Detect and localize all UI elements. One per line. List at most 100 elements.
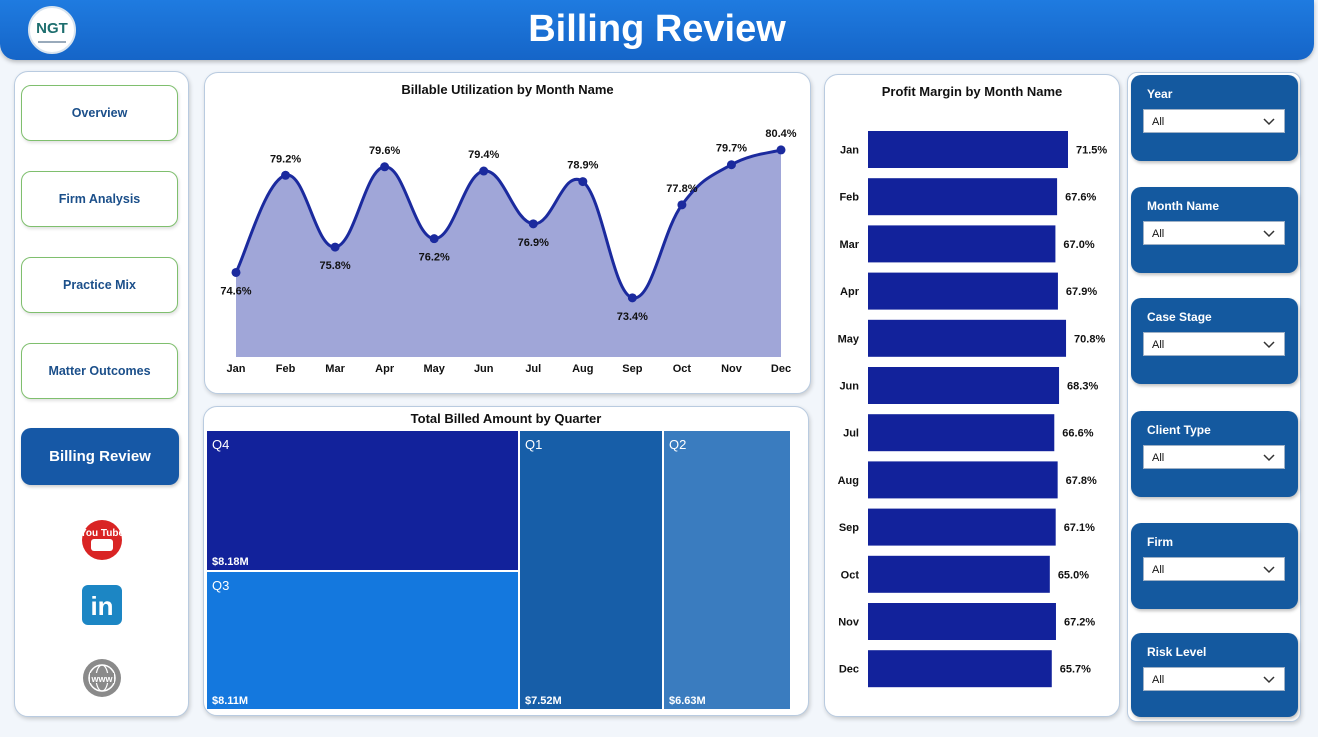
utilization-data-point[interactable] (776, 145, 786, 155)
utilization-data-label: 78.9% (567, 160, 598, 172)
profit-margin-category-label: Aug (838, 475, 859, 487)
profit-margin-bar[interactable] (868, 367, 1060, 404)
slicer-month-name-dropdown[interactable]: All (1143, 221, 1285, 245)
treemap-value-q3: $8.11M (212, 695, 249, 707)
page-title: Billing Review (528, 8, 786, 50)
slicer-risk-level-dropdown[interactable]: All (1143, 667, 1285, 691)
treemap-cell-q3[interactable]: Q3 $8.11M (207, 572, 518, 709)
slicer-firm-dropdown[interactable]: All (1143, 557, 1285, 581)
treemap-label-q3: Q3 (212, 578, 230, 593)
chevron-down-icon (1263, 454, 1275, 462)
utilization-data-point[interactable] (479, 166, 489, 176)
website-icon[interactable]: www (82, 658, 122, 698)
nav-practice-mix-button[interactable]: Practice Mix (21, 257, 178, 313)
nav-billing-review-button[interactable]: Billing Review (21, 428, 179, 485)
treemap-label-q2: Q2 (669, 437, 687, 452)
profit-margin-category-label: Jun (839, 381, 859, 393)
profit-margin-bar[interactable] (868, 555, 1050, 593)
profit-margin-category-label: Sep (839, 522, 859, 534)
profit-margin-category-label: Nov (838, 617, 860, 629)
slicer-firm: Firm All (1131, 523, 1298, 609)
profit-margin-data-label: 67.6% (1065, 192, 1096, 204)
utilization-data-label: 79.4% (468, 149, 499, 161)
utilization-data-label: 76.9% (518, 237, 549, 249)
utilization-x-tick-label: Mar (325, 363, 345, 375)
nav-firm-analysis-button[interactable]: Firm Analysis (21, 171, 178, 227)
nav-matter-outcomes-button[interactable]: Matter Outcomes (21, 343, 178, 399)
profit-margin-data-label: 67.1% (1064, 522, 1095, 534)
treemap-cell-q1[interactable]: Q1 $7.52M (520, 431, 662, 709)
utilization-series-line (234, 148, 782, 300)
utilization-data-point[interactable] (281, 170, 291, 180)
youtube-you-text: You Tube (81, 528, 123, 539)
chevron-down-icon (1263, 566, 1275, 574)
slicer-year-dropdown[interactable]: All (1143, 109, 1285, 133)
profit-margin-bar[interactable] (868, 508, 1056, 546)
slicer-case-stage-label: Case Stage (1147, 310, 1212, 324)
slicer-year-value: All (1152, 116, 1165, 128)
profit-margin-bar[interactable] (868, 603, 1056, 640)
slicer-case-stage-value: All (1152, 339, 1165, 351)
linkedin-icon[interactable]: in (82, 585, 122, 625)
utilization-chart-panel: Billable Utilization by Month Name 74.6%… (204, 72, 811, 394)
utilization-x-tick-label: May (423, 363, 445, 375)
profit-margin-chart-title: Profit Margin by Month Name (881, 84, 1063, 99)
slicer-firm-label: Firm (1147, 535, 1174, 549)
utilization-data-label: 79.6% (369, 145, 400, 157)
slicer-month-name-value: All (1152, 228, 1165, 240)
chevron-down-icon (1263, 676, 1275, 684)
chevron-down-icon (1263, 230, 1275, 238)
logo-text: NGT (36, 20, 68, 37)
utilization-data-point[interactable] (677, 200, 687, 210)
utilization-x-tick-label: Apr (375, 363, 395, 375)
profit-margin-data-label: 67.0% (1063, 239, 1094, 251)
profit-margin-data-label: 65.0% (1058, 569, 1089, 581)
treemap-cell-q4[interactable]: Q4 $8.18M (207, 431, 518, 570)
profit-margin-data-label: 68.3% (1067, 381, 1098, 393)
profit-margin-category-label: Apr (840, 286, 860, 298)
treemap-cell-q2[interactable]: Q2 $6.63M (664, 431, 790, 709)
utilization-data-point[interactable] (528, 219, 538, 229)
utilization-data-label: 76.2% (419, 252, 450, 264)
quarter-treemap-panel: Total Billed Amount by Quarter Q4 $8.18M… (203, 406, 809, 716)
utilization-data-point[interactable] (429, 234, 439, 244)
utilization-x-tick-label: Jun (474, 363, 494, 375)
profit-margin-category-label: May (838, 333, 860, 345)
utilization-data-point[interactable] (578, 177, 588, 187)
profit-margin-data-label: 66.6% (1062, 428, 1093, 440)
utilization-data-point[interactable] (231, 267, 241, 277)
profit-margin-bar[interactable] (868, 650, 1052, 688)
treemap-value-q2: $6.63M (669, 695, 706, 707)
utilization-x-tick-label: Aug (572, 363, 593, 375)
profit-margin-bar-chart: Jan 71.5% Feb 67.6% Mar 67.0% Apr 67.9% May 70.8%… (838, 131, 1107, 688)
profit-margin-bar[interactable] (868, 414, 1055, 452)
profit-margin-data-label: 70.8% (1074, 333, 1105, 345)
profit-margin-bar[interactable] (868, 131, 1068, 168)
profit-margin-data-label: 71.5% (1076, 145, 1107, 157)
profit-margin-bar[interactable] (868, 461, 1058, 499)
utilization-data-point[interactable] (726, 160, 736, 170)
profit-margin-category-label: Mar (839, 239, 859, 251)
nav-panel: Overview Firm Analysis Practice Mix Matt… (14, 71, 189, 717)
profit-margin-bar[interactable] (868, 319, 1067, 357)
slicer-firm-value: All (1152, 564, 1165, 576)
slicer-risk-level-label: Risk Level (1147, 645, 1207, 659)
slicer-case-stage-dropdown[interactable]: All (1143, 332, 1285, 356)
treemap-title: Total Billed Amount by Quarter (410, 411, 602, 426)
nav-overview-button[interactable]: Overview (21, 85, 178, 141)
slicer-client-type-dropdown[interactable]: All (1143, 445, 1285, 469)
slicer-year: Year All (1131, 75, 1298, 161)
chevron-down-icon (1263, 341, 1275, 349)
profit-margin-bar[interactable] (868, 225, 1056, 263)
youtube-icon[interactable]: You Tube (81, 519, 123, 561)
profit-margin-data-label: 67.8% (1066, 475, 1097, 487)
slicer-month-name: Month Name All (1131, 187, 1298, 273)
utilization-data-point[interactable] (380, 162, 390, 172)
utilization-data-point[interactable] (330, 242, 340, 252)
profit-margin-bar[interactable] (868, 272, 1058, 310)
utilization-data-point[interactable] (627, 293, 637, 303)
profit-margin-bar[interactable] (868, 178, 1058, 216)
company-logo: NGT (28, 6, 76, 54)
profit-margin-data-label: 67.2% (1064, 617, 1095, 629)
profit-margin-data-label: 67.9% (1066, 286, 1097, 298)
